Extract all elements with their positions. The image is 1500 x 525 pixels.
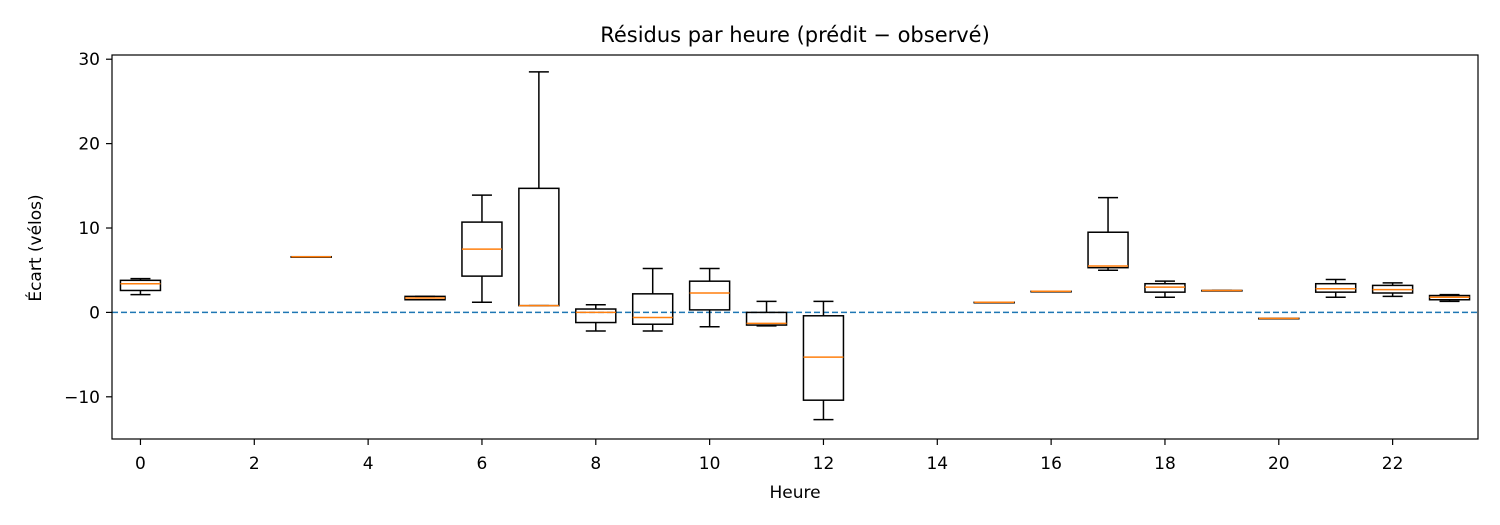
- x-axis-label: Heure: [769, 483, 820, 503]
- x-tick-label: 10: [699, 454, 721, 474]
- x-tick-label: 6: [477, 454, 488, 474]
- y-tick-label: 30: [78, 50, 100, 70]
- box-iqr: [119, 279, 162, 292]
- x-tick-label: 4: [363, 454, 374, 474]
- box-iqr: [688, 280, 731, 311]
- box-iqr: [1087, 231, 1129, 269]
- box-iqr: [631, 293, 674, 325]
- x-tick-label: 14: [926, 454, 948, 474]
- plot-area: 0 2 4 6 8 10 12 14 16 18 20 22 −10 0 10 20 30: [64, 50, 1479, 474]
- y-axis-label: Écart (vélos): [24, 194, 46, 301]
- y-tick-label: 10: [78, 219, 100, 239]
- x-tick-label: 12: [813, 454, 835, 474]
- x-tick-label: 2: [249, 454, 260, 474]
- x-tick-label: 8: [590, 454, 601, 474]
- y-tick-label: −10: [64, 388, 100, 408]
- x-tick-label: 18: [1154, 454, 1176, 474]
- y-tick-label: 20: [78, 135, 100, 155]
- box-iqr: [1144, 282, 1186, 293]
- box-iqr: [575, 308, 617, 324]
- chart-title: Résidus par heure (prédit − observé): [600, 23, 990, 47]
- x-tick-label: 20: [1268, 454, 1290, 474]
- y-tick-label: 0: [89, 303, 100, 323]
- box-iqr: [745, 311, 788, 326]
- box-iqr: [802, 315, 845, 401]
- x-tick-label: 0: [135, 454, 146, 474]
- x-tick-label: 22: [1382, 454, 1404, 474]
- box-iqr: [1314, 282, 1357, 293]
- x-tick-label: 16: [1040, 454, 1062, 474]
- plot-frame: [111, 54, 1479, 440]
